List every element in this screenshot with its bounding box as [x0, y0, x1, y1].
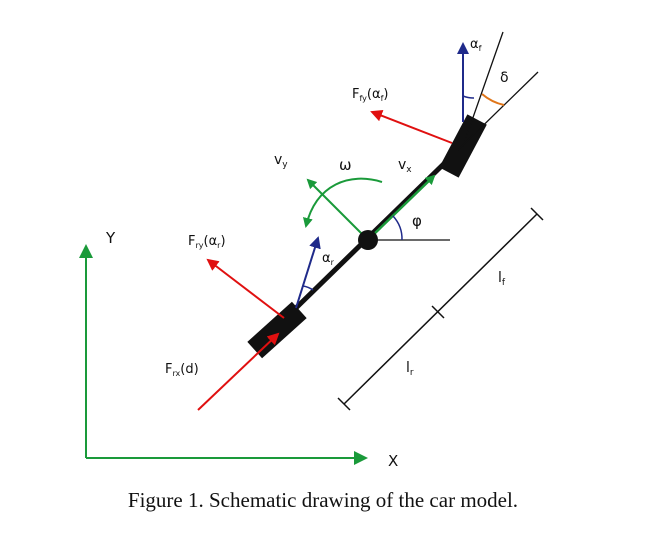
omega-label: ω: [339, 156, 352, 174]
lf-label: lf: [498, 270, 506, 288]
dimension-tick-mid: [431, 305, 445, 319]
rear-velocity-arrow: [295, 236, 321, 309]
frx-label: Frx(d): [165, 362, 199, 378]
dimension-tick-rear: [337, 397, 351, 411]
front-lateral-force-arrow: [370, 110, 453, 144]
figure-caption: Figure 1. Schematic drawing of the car m…: [127, 488, 519, 512]
alpha-r-arc: [302, 285, 314, 291]
phi-label: φ: [412, 212, 422, 230]
front-wheel-heading-line: [462, 31, 504, 147]
alpha-r-label: αr: [322, 251, 335, 267]
lr-label: lr: [406, 360, 414, 378]
delta-arc: [481, 93, 505, 106]
y-axis-label: Y: [105, 229, 116, 247]
alpha-f-label: αf: [470, 37, 482, 53]
front-chassis-extension: [457, 71, 539, 151]
center-of-mass: [358, 230, 378, 250]
rear-lateral-force-arrow: [206, 258, 285, 319]
dimension-line: [343, 213, 538, 405]
vx-label: vx: [398, 157, 412, 175]
vy-label: vy: [274, 152, 288, 170]
omega-arc: [302, 177, 383, 228]
fry-label: Fry(αr): [188, 234, 226, 250]
dimension-tick-front: [530, 207, 544, 221]
ffy-label: Ffy(αf): [352, 87, 388, 103]
rear-drive-force-arrow: [197, 332, 280, 411]
x-axis-label: X: [388, 452, 398, 470]
phi-arc: [392, 215, 403, 241]
vy-arrow: [306, 178, 369, 241]
delta-label: δ: [500, 70, 509, 86]
rear-wheel: [247, 301, 307, 359]
vx-arrow: [370, 174, 436, 238]
alpha-f-arc: [462, 95, 475, 99]
